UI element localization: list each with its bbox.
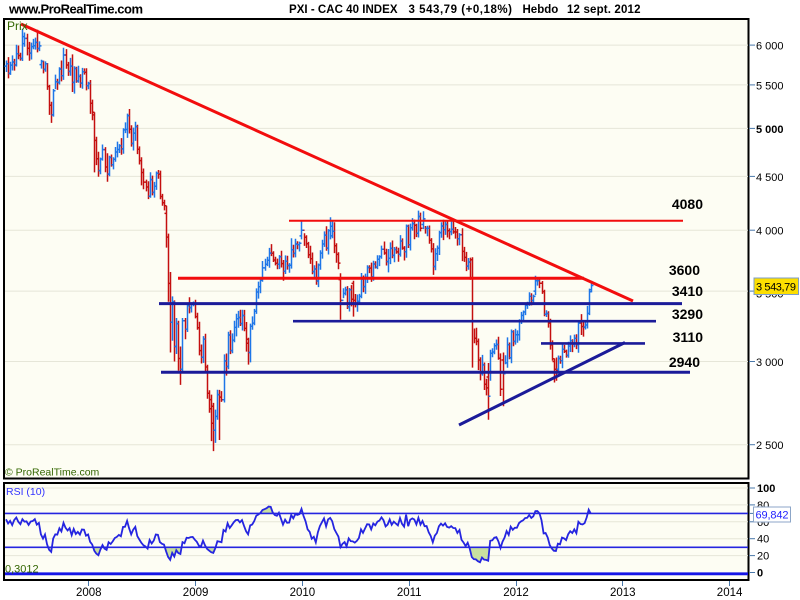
svg-text:Prix: Prix bbox=[7, 19, 28, 33]
svg-text:3410: 3410 bbox=[672, 283, 703, 299]
svg-text:6 000: 6 000 bbox=[756, 41, 784, 53]
svg-text:0,3012: 0,3012 bbox=[5, 564, 39, 576]
svg-text:40: 40 bbox=[757, 534, 769, 546]
svg-text:2009: 2009 bbox=[183, 587, 209, 599]
svg-text:3600: 3600 bbox=[669, 262, 700, 278]
svg-text:www.ProRealTime.com: www.ProRealTime.com bbox=[8, 2, 143, 17]
svg-text:3110: 3110 bbox=[673, 329, 704, 345]
svg-text:2 500: 2 500 bbox=[756, 440, 784, 452]
svg-text:100: 100 bbox=[757, 483, 775, 495]
svg-text:3 543,79 (+0,18%): 3 543,79 (+0,18%) bbox=[409, 4, 513, 16]
svg-text:5 500: 5 500 bbox=[756, 80, 784, 92]
svg-text:© ProRealTime.com: © ProRealTime.com bbox=[5, 467, 100, 479]
svg-text:5 000: 5 000 bbox=[756, 124, 784, 136]
svg-text:3 000: 3 000 bbox=[756, 357, 784, 369]
svg-text:4 500: 4 500 bbox=[756, 172, 784, 184]
svg-text:3290: 3290 bbox=[672, 306, 703, 322]
svg-text:2014: 2014 bbox=[717, 587, 743, 599]
svg-text:4080: 4080 bbox=[672, 196, 703, 212]
svg-text:20: 20 bbox=[757, 551, 769, 563]
svg-text:RSI (10): RSI (10) bbox=[6, 486, 45, 498]
svg-text:2011: 2011 bbox=[397, 587, 422, 599]
svg-text:2013: 2013 bbox=[610, 587, 636, 599]
svg-text:2010: 2010 bbox=[290, 587, 316, 599]
svg-text:4 000: 4 000 bbox=[756, 226, 784, 238]
svg-text:0: 0 bbox=[757, 568, 763, 580]
svg-text:2012: 2012 bbox=[503, 587, 529, 599]
svg-text:PXI - CAC 40 INDEX: PXI - CAC 40 INDEX bbox=[289, 4, 398, 16]
svg-text:Hebdo: Hebdo bbox=[523, 4, 559, 16]
svg-text:12 sept. 2012: 12 sept. 2012 bbox=[567, 4, 641, 16]
svg-text:3 543,79: 3 543,79 bbox=[756, 282, 796, 294]
svg-text:69,842: 69,842 bbox=[756, 510, 789, 522]
svg-text:2940: 2940 bbox=[669, 354, 700, 370]
svg-text:2008: 2008 bbox=[76, 587, 102, 599]
